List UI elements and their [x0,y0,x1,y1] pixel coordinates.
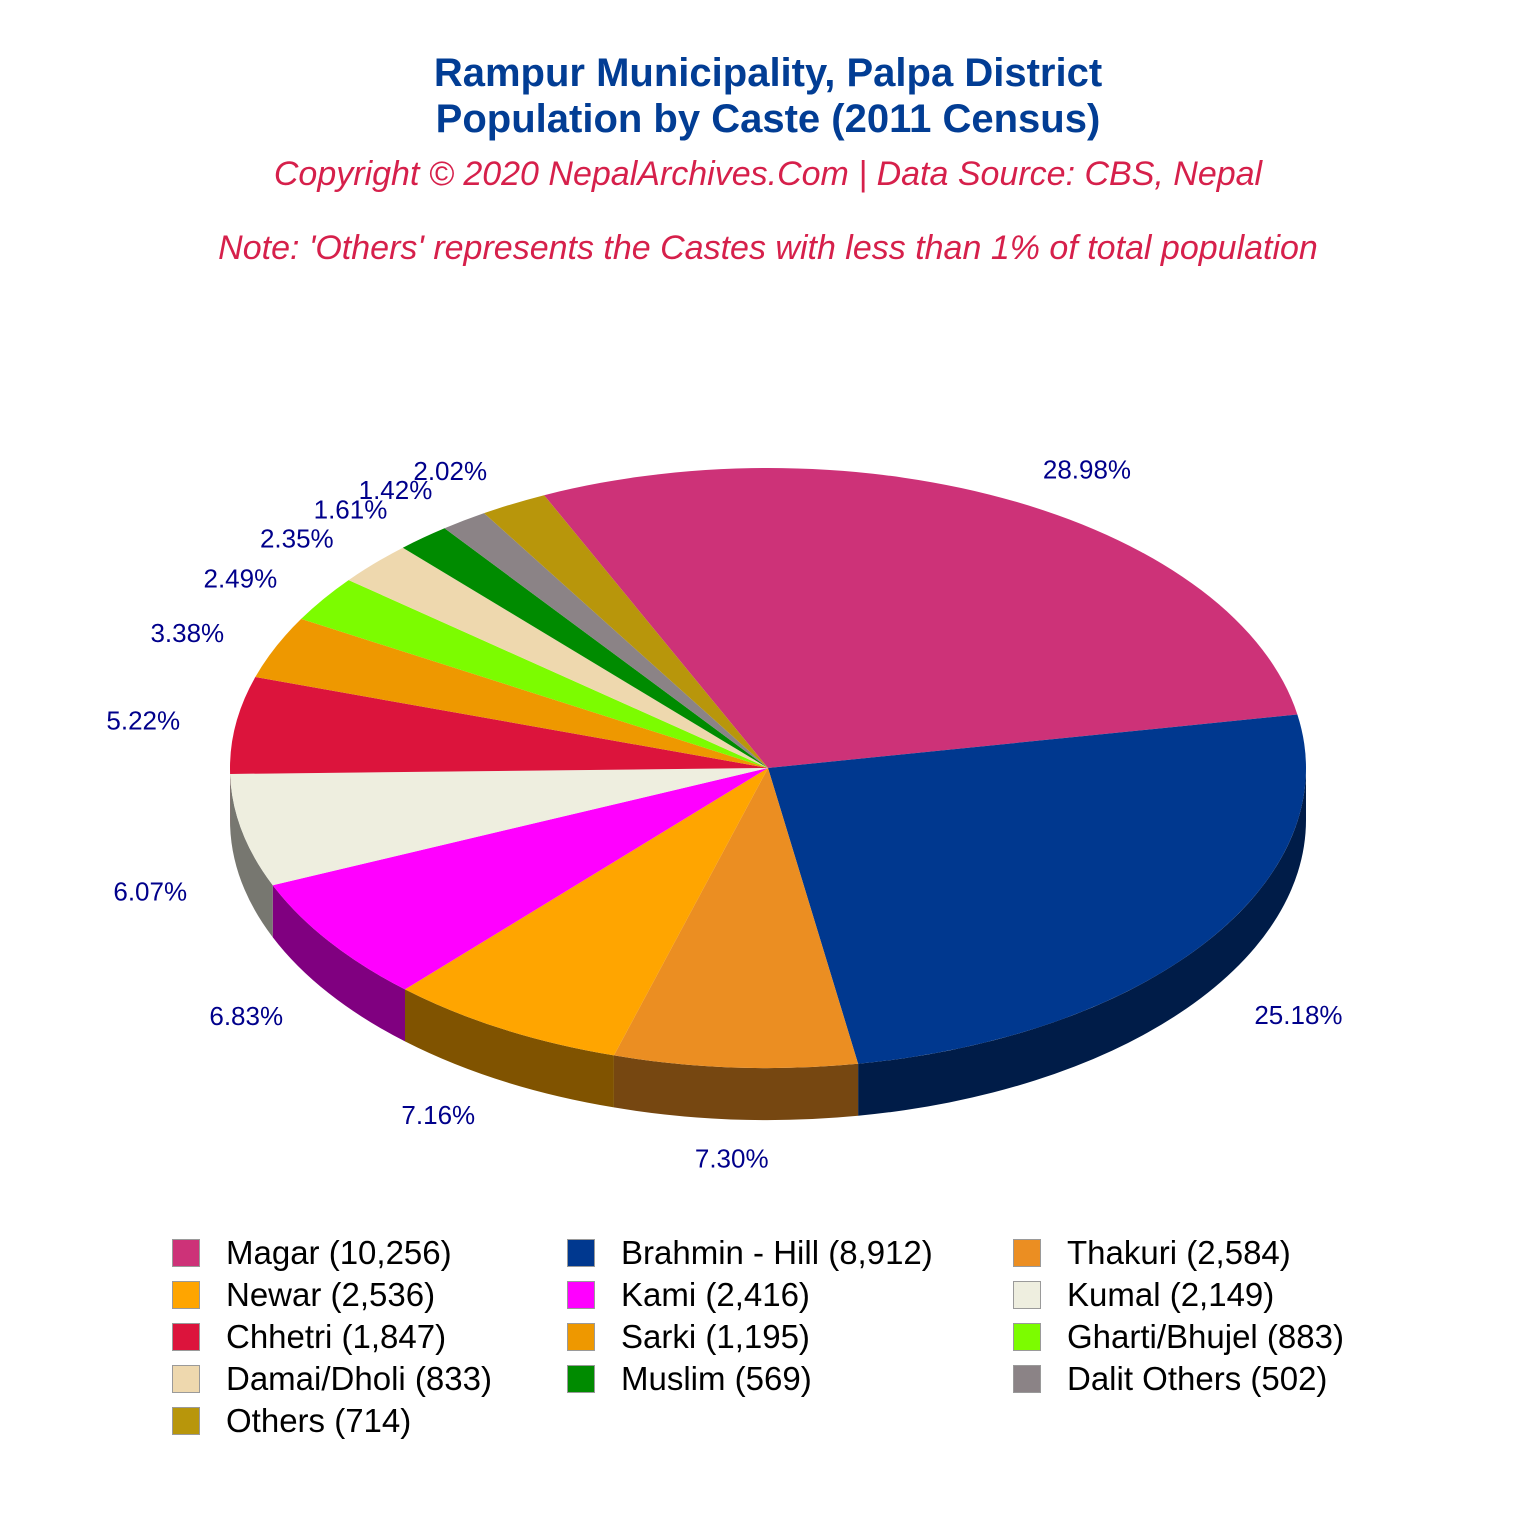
pie-slice-damai-dholi [348,547,768,768]
percent-label-others: 2.02% [413,456,487,486]
percent-label-gharti-bhujel: 2.49% [204,564,278,594]
pie-side-thakuri [613,1055,859,1120]
legend-swatch [172,1406,200,1435]
legend-swatch [567,1280,595,1309]
pie-side-newar [404,989,614,1108]
pie-side-kami [272,885,405,1042]
pie-top-layer [230,468,1306,1068]
legend-label: Chhetri (1,847) [226,1317,447,1355]
percent-label-dalit-others: 1.42% [359,475,433,505]
legend-item-muslim: Muslim (569) [567,1358,1013,1399]
pie-slice-kumal [230,768,768,886]
legend-label: Magar (10,256) [226,1233,452,1271]
legend-item-magar: Magar (10,256) [172,1232,567,1273]
chart-title: Rampur Municipality, Palpa District [433,51,1103,95]
pie-slice-others [484,495,768,768]
pie-slice-kami [272,768,768,990]
legend-label: Damai/Dholi (833) [226,1359,492,1397]
pie-slice-muslim [402,528,768,768]
legend-swatch [1013,1238,1041,1267]
legend-swatch [567,1364,595,1393]
percent-label-muslim: 1.61% [314,495,388,525]
chart-subtitle: Population by Caste (2011 Census) [435,97,1101,141]
pie-slice-magar [544,468,1298,768]
pie-slice-brahmin-hill [768,714,1306,1064]
legend-swatch [1013,1322,1041,1351]
pie-side-brahmin-hill [858,768,1306,1116]
pie-slice-dalit-others [444,513,768,768]
pie-slice-sarki [255,618,768,768]
legend-label: Thakuri (2,584) [1067,1233,1291,1271]
percent-label-kami: 6.83% [209,1001,283,1031]
pie-slice-chhetri [230,677,768,774]
legend-item-dalit-others: Dalit Others (502) [1013,1358,1393,1399]
legend-label: Kami (2,416) [621,1275,810,1313]
percent-label-newar: 7.16% [401,1100,475,1130]
percent-label-magar: 28.98% [1043,454,1131,484]
legend-item-sarki: Sarki (1,195) [567,1316,1013,1357]
legend-swatch [567,1322,595,1351]
legend-item-kami: Kami (2,416) [567,1274,1013,1315]
legend-label: Kumal (2,149) [1067,1275,1275,1313]
legend-item-chhetri: Chhetri (1,847) [172,1316,567,1357]
legend-label: Newar (2,536) [226,1275,436,1313]
legend-swatch [172,1322,200,1351]
legend-label: Others (714) [226,1401,412,1439]
legend-swatch [172,1238,200,1267]
legend-swatch [172,1364,200,1393]
pie-slice-gharti-bhujel [301,580,768,768]
pie-slice-newar [404,768,768,1056]
percent-label-kumal: 6.07% [113,877,187,907]
legend-item-gharti-bhujel: Gharti/Bhujel (883) [1013,1316,1393,1357]
pie-slice-thakuri [613,768,859,1068]
percent-label-damai-dholi: 2.35% [260,523,334,553]
legend-swatch [567,1238,595,1267]
others-note: Note: 'Others' represents the Castes wit… [218,229,1318,267]
legend-swatch [1013,1364,1041,1393]
legend-label: Gharti/Bhujel (883) [1067,1317,1344,1355]
copyright-text: Copyright © 2020 NepalArchives.Com | Dat… [273,155,1263,193]
legend-swatch [1013,1280,1041,1309]
legend-label: Muslim (569) [621,1359,812,1397]
legend-item-kumal: Kumal (2,149) [1013,1274,1393,1315]
legend: Magar (10,256) Brahmin - Hill (8,912) Thak… [172,1232,1432,1441]
pie-side-kumal [230,773,273,938]
legend-item-brahmin-hill: Brahmin - Hill (8,912) [567,1232,1013,1273]
percent-label-sarki: 3.38% [150,618,224,648]
legend-label: Brahmin - Hill (8,912) [621,1233,933,1271]
legend-item-newar: Newar (2,536) [172,1274,567,1315]
legend-label: Dalit Others (502) [1067,1359,1328,1397]
percent-label-brahmin-hill: 25.18% [1254,1000,1342,1030]
legend-item-others: Others (714) [172,1400,567,1441]
legend-item-thakuri: Thakuri (2,584) [1013,1232,1393,1273]
pie-label-layer: 28.98% 25.18% 7.30% 7.16% 6.83% 6.07% 5.22% 3.3… [106,454,1342,1173]
percent-label-chhetri: 5.22% [106,705,180,735]
pie-side-layer [230,768,1306,1120]
legend-item-damai-dholi: Damai/Dholi (833) [172,1358,567,1399]
legend-swatch [172,1280,200,1309]
percent-label-thakuri: 7.30% [695,1143,769,1173]
legend-label: Sarki (1,195) [621,1317,810,1355]
